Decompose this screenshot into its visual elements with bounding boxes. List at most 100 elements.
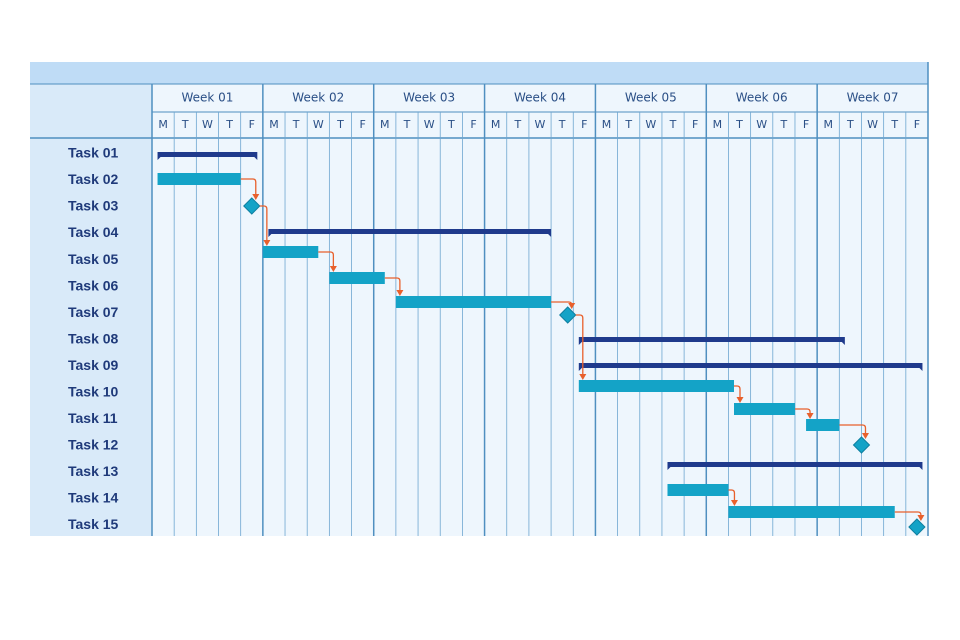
day-label: M — [823, 118, 833, 131]
day-label: M — [269, 118, 279, 131]
link-arrowhead — [579, 374, 587, 380]
task-bar — [728, 506, 895, 518]
day-label: F — [470, 118, 476, 131]
task-label: Task 06 — [68, 277, 119, 293]
day-label: F — [359, 118, 365, 131]
task-label: Task 10 — [68, 383, 119, 399]
day-label: W — [645, 118, 656, 131]
link-arrowhead — [263, 240, 271, 246]
day-label: W — [535, 118, 546, 131]
link-arrowhead — [568, 303, 576, 309]
dependency-link — [894, 511, 922, 517]
week-label: Week 04 — [514, 91, 566, 105]
summary-bar — [667, 462, 923, 470]
task-bar — [157, 173, 241, 185]
task-bar — [667, 484, 729, 496]
day-label: M — [602, 118, 612, 131]
link-arrowhead — [736, 397, 744, 403]
link-arrowhead — [730, 500, 738, 506]
task-label: Task 11 — [68, 410, 118, 426]
day-label: F — [692, 118, 698, 131]
link-arrowhead — [917, 515, 925, 521]
day-label: F — [581, 118, 587, 131]
week-label: Week 03 — [403, 91, 455, 105]
day-label: T — [181, 118, 189, 131]
dependency-link — [794, 408, 811, 415]
week-label: Week 05 — [625, 91, 677, 105]
day-label: T — [669, 118, 677, 131]
dependency-link — [259, 205, 268, 242]
task-label: Task 13 — [68, 463, 119, 479]
day-label: W — [202, 118, 213, 131]
task-label: Task 03 — [68, 198, 119, 214]
label-column — [30, 84, 152, 536]
day-label: M — [380, 118, 390, 131]
link-arrowhead — [329, 266, 337, 272]
day-label: W — [313, 118, 324, 131]
dependency-link — [728, 489, 736, 502]
day-label: T — [292, 118, 300, 131]
day-label: W — [424, 118, 435, 131]
dependency-link — [734, 385, 741, 399]
day-label: T — [780, 118, 788, 131]
day-label: W — [867, 118, 878, 131]
week-label: Week 06 — [736, 91, 788, 105]
day-label: T — [890, 118, 898, 131]
summary-bar — [578, 337, 845, 345]
day-label: T — [735, 118, 743, 131]
week-label: Week 01 — [181, 91, 233, 105]
day-label: T — [513, 118, 521, 131]
day-label: T — [447, 118, 455, 131]
milestone — [243, 197, 261, 215]
link-arrowhead — [861, 433, 869, 439]
day-label: T — [846, 118, 854, 131]
day-label: W — [756, 118, 767, 131]
task-label: Task 05 — [68, 251, 119, 267]
header-bar — [30, 62, 928, 84]
task-label: Task 09 — [68, 357, 119, 373]
task-label: Task 01 — [68, 145, 119, 161]
task-label: Task 08 — [68, 330, 119, 346]
task-label: Task 15 — [68, 516, 119, 532]
task-label: Task 02 — [68, 171, 119, 187]
day-label: T — [225, 118, 233, 131]
task-label: Task 07 — [68, 304, 119, 320]
task-label: Task 12 — [68, 436, 119, 452]
day-label: T — [403, 118, 411, 131]
milestone — [852, 436, 871, 454]
day-label: F — [914, 118, 920, 131]
day-label: M — [713, 118, 723, 131]
dependency-link — [839, 424, 867, 435]
day-label: T — [336, 118, 344, 131]
task-bar — [262, 246, 319, 258]
dependency-link — [240, 178, 257, 196]
header-area — [152, 84, 928, 138]
task-bar — [329, 272, 385, 284]
summary-bar — [578, 363, 923, 371]
summary-bar — [268, 229, 552, 237]
day-label: T — [558, 118, 566, 131]
task-bar — [578, 380, 734, 392]
task-label: Task 14 — [68, 490, 119, 506]
link-arrowhead — [806, 413, 814, 419]
summary-bar — [157, 152, 258, 160]
day-label: F — [249, 118, 255, 131]
week-label: Week 02 — [292, 91, 344, 105]
dependency-link — [384, 277, 401, 292]
task-label: Task 04 — [68, 224, 119, 240]
dependency-link — [575, 314, 584, 376]
day-label: M — [491, 118, 501, 131]
day-label: F — [803, 118, 809, 131]
milestone — [559, 306, 577, 324]
milestone — [908, 518, 926, 536]
task-bar — [395, 296, 552, 308]
task-bar — [806, 419, 840, 431]
link-arrowhead — [252, 194, 260, 200]
week-label: Week 07 — [847, 91, 899, 105]
dependency-link — [318, 251, 335, 268]
link-arrowhead — [396, 290, 404, 296]
day-label: T — [624, 118, 632, 131]
day-label: M — [158, 118, 168, 131]
